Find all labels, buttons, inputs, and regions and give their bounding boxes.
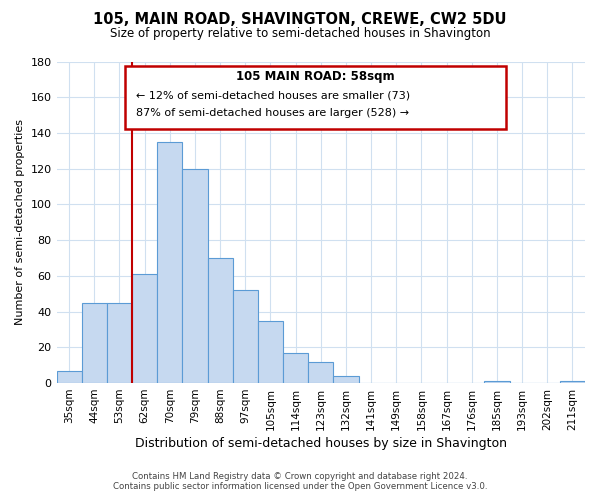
Bar — [560, 382, 585, 383]
Bar — [132, 274, 157, 383]
Bar — [82, 302, 107, 383]
Text: 105 MAIN ROAD: 58sqm: 105 MAIN ROAD: 58sqm — [236, 70, 395, 82]
Text: 105, MAIN ROAD, SHAVINGTON, CREWE, CW2 5DU: 105, MAIN ROAD, SHAVINGTON, CREWE, CW2 5… — [93, 12, 507, 28]
Bar — [208, 258, 233, 383]
Bar — [182, 168, 208, 383]
Bar — [233, 290, 258, 383]
Bar — [283, 352, 308, 383]
Bar — [107, 302, 132, 383]
Text: ← 12% of semi-detached houses are smaller (73): ← 12% of semi-detached houses are smalle… — [136, 90, 410, 101]
X-axis label: Distribution of semi-detached houses by size in Shavington: Distribution of semi-detached houses by … — [135, 437, 507, 450]
Bar — [157, 142, 182, 383]
Bar — [308, 362, 334, 383]
Y-axis label: Number of semi-detached properties: Number of semi-detached properties — [15, 120, 25, 326]
FancyBboxPatch shape — [125, 66, 506, 129]
Text: 87% of semi-detached houses are larger (528) →: 87% of semi-detached houses are larger (… — [136, 108, 409, 118]
Bar — [56, 370, 82, 383]
Bar — [258, 320, 283, 383]
Bar — [484, 382, 509, 383]
Text: Contains HM Land Registry data © Crown copyright and database right 2024.
Contai: Contains HM Land Registry data © Crown c… — [113, 472, 487, 491]
Text: Size of property relative to semi-detached houses in Shavington: Size of property relative to semi-detach… — [110, 28, 490, 40]
Bar — [334, 376, 359, 383]
